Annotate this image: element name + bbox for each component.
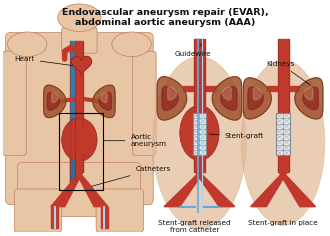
Polygon shape — [47, 93, 59, 110]
Ellipse shape — [241, 60, 325, 225]
Polygon shape — [93, 85, 115, 118]
Polygon shape — [248, 87, 263, 110]
Text: Stent-graft released
from catheter: Stent-graft released from catheter — [158, 220, 231, 233]
FancyBboxPatch shape — [276, 113, 290, 156]
Polygon shape — [278, 156, 288, 172]
Text: Guidewire: Guidewire — [175, 44, 212, 57]
Polygon shape — [204, 86, 216, 91]
FancyBboxPatch shape — [62, 28, 97, 53]
Polygon shape — [253, 88, 262, 100]
Polygon shape — [221, 87, 237, 110]
Ellipse shape — [58, 4, 101, 31]
FancyBboxPatch shape — [3, 51, 26, 156]
Polygon shape — [295, 78, 323, 119]
Polygon shape — [194, 79, 205, 113]
Polygon shape — [44, 85, 66, 118]
Text: Catheters: Catheters — [92, 166, 171, 186]
Polygon shape — [250, 172, 287, 207]
Polygon shape — [51, 207, 58, 228]
Polygon shape — [305, 88, 313, 100]
Text: Stent-graft in place: Stent-graft in place — [248, 220, 318, 226]
FancyBboxPatch shape — [192, 113, 206, 156]
Polygon shape — [157, 77, 187, 120]
Polygon shape — [195, 172, 235, 207]
Polygon shape — [279, 172, 315, 207]
Polygon shape — [212, 77, 242, 120]
Polygon shape — [51, 172, 83, 207]
Text: Stent-graft: Stent-graft — [209, 133, 263, 139]
Polygon shape — [101, 207, 108, 228]
Polygon shape — [194, 39, 205, 79]
Ellipse shape — [112, 32, 151, 57]
FancyBboxPatch shape — [17, 162, 140, 216]
FancyBboxPatch shape — [15, 189, 62, 232]
Polygon shape — [222, 87, 231, 100]
Polygon shape — [243, 78, 271, 119]
Polygon shape — [278, 79, 288, 113]
Polygon shape — [76, 172, 108, 207]
Polygon shape — [162, 87, 178, 110]
Polygon shape — [70, 118, 75, 182]
Polygon shape — [99, 93, 112, 110]
Polygon shape — [168, 87, 177, 100]
Ellipse shape — [62, 118, 97, 161]
Polygon shape — [164, 172, 203, 207]
Polygon shape — [267, 86, 278, 91]
FancyBboxPatch shape — [6, 33, 153, 205]
Polygon shape — [183, 86, 194, 91]
Text: Kidneys: Kidneys — [266, 61, 310, 85]
Polygon shape — [76, 152, 83, 172]
Polygon shape — [288, 86, 299, 91]
Polygon shape — [194, 156, 205, 172]
Polygon shape — [76, 41, 83, 93]
Polygon shape — [71, 56, 91, 75]
Polygon shape — [70, 41, 75, 182]
Ellipse shape — [8, 32, 47, 57]
Ellipse shape — [180, 105, 219, 160]
FancyBboxPatch shape — [133, 51, 156, 156]
Polygon shape — [278, 39, 288, 79]
Ellipse shape — [153, 57, 246, 229]
Text: Heart: Heart — [15, 56, 73, 66]
Bar — [59, 113, 103, 190]
Polygon shape — [303, 87, 318, 110]
Text: Endovascular aneurysm repair (EVAR),
abdominal aortic aneurysm (AAA): Endovascular aneurysm repair (EVAR), abd… — [62, 8, 268, 27]
Polygon shape — [101, 93, 107, 102]
Polygon shape — [51, 93, 58, 102]
Polygon shape — [76, 93, 83, 126]
Text: Aortic
aneurysm: Aortic aneurysm — [104, 134, 167, 147]
FancyBboxPatch shape — [96, 189, 143, 232]
